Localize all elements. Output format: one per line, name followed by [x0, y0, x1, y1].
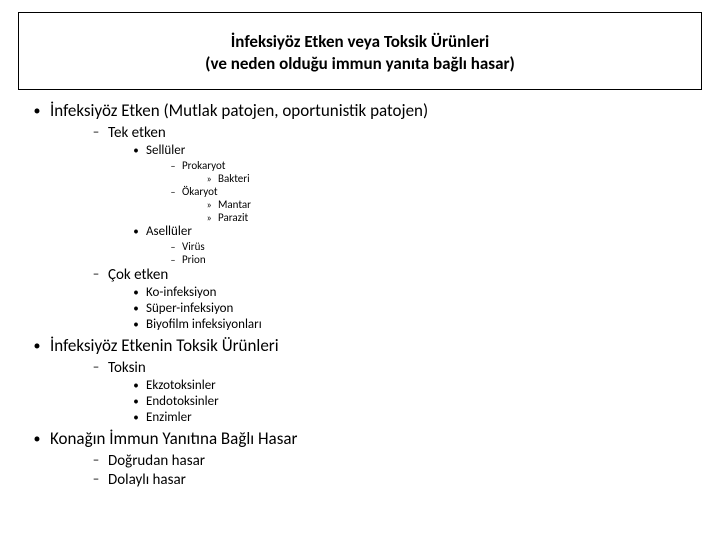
parazit-label: Parazit — [218, 211, 248, 224]
section-2-sub1: – Toksin — [84, 359, 720, 377]
biyofilm-label: Biyofilm infeksiyonları — [146, 317, 262, 333]
aselluler-items: – Virüs – Prion — [164, 240, 720, 266]
bullet-lvl0: • — [24, 335, 50, 357]
section-3: • Konağın İmmun Yanıtına Bağlı Hasar — [24, 428, 720, 450]
selluler-label: Sellüler — [146, 143, 185, 159]
bullet-lvl1: – — [84, 124, 108, 142]
tek-etken-label: Tek etken — [108, 124, 166, 142]
bullet-lvl3: – — [164, 185, 182, 198]
bullet-lvl0: • — [24, 428, 50, 450]
bullet-lvl4: » — [200, 172, 218, 185]
dolayli-hasar-label: Dolaylı hasar — [108, 471, 186, 489]
enzimler-label: Enzimler — [146, 410, 192, 426]
section-2-heading: İnfeksiyöz Etkenin Toksik Ürünleri — [50, 335, 279, 357]
toksin-items: • Ekzotoksinler • Endotoksinler • Enziml… — [126, 378, 720, 426]
section-2: • İnfeksiyöz Etkenin Toksik Ürünleri — [24, 335, 720, 357]
cok-etken-items: • Ko-infeksiyon • Süper-infeksiyon • Biy… — [126, 285, 720, 333]
bullet-lvl2: • — [126, 317, 146, 333]
bullet-lvl1: – — [84, 471, 108, 489]
aselluler-label: Asellüler — [146, 224, 192, 240]
bullet-lvl3: – — [164, 253, 182, 266]
selluler-group: • Sellüler — [126, 143, 720, 159]
section-1-heading: İnfeksiyöz Etken (Mutlak patojen, oportu… — [50, 100, 428, 122]
bullet-lvl4: » — [200, 211, 218, 224]
bullet-lvl2: • — [126, 301, 146, 317]
bullet-lvl2: • — [126, 285, 146, 301]
title-box: İnfeksiyöz Etken veya Toksik Ürünleri (v… — [18, 12, 702, 90]
toksin-label: Toksin — [108, 359, 146, 377]
bullet-lvl2: • — [126, 224, 146, 240]
endotoksinler-label: Endotoksinler — [146, 394, 219, 410]
prokaryot-group: – Prokaryot — [164, 159, 720, 172]
okaryot-items: » Mantar » Parazit — [200, 198, 720, 224]
bakteri-label: Bakteri — [218, 172, 250, 185]
title-line-2: (ve neden olduğu immun yanıta bağlı hasa… — [29, 53, 691, 75]
aselluler-group: • Asellüler — [126, 224, 720, 240]
prokaryot-items: » Bakteri — [200, 172, 720, 185]
bullet-lvl1: – — [84, 266, 108, 284]
bullet-lvl2: • — [126, 378, 146, 394]
mantar-label: Mantar — [218, 198, 251, 211]
bullet-lvl4: » — [200, 198, 218, 211]
section-3-items: – Doğrudan hasar – Dolaylı hasar — [84, 452, 720, 489]
title-line-1: İnfeksiyöz Etken veya Toksik Ürünleri — [29, 31, 691, 53]
section-1-sub1: – Tek etken — [84, 124, 720, 142]
ko-infeksiyon-label: Ko-infeksiyon — [146, 285, 216, 301]
okaryot-group: – Ökaryot — [164, 185, 720, 198]
prion-label: Prion — [182, 253, 206, 266]
dogrudan-hasar-label: Doğrudan hasar — [108, 452, 205, 470]
prokaryot-label: Prokaryot — [182, 159, 225, 172]
bullet-lvl2: • — [126, 143, 146, 159]
bullet-lvl3: – — [164, 240, 182, 253]
okaryot-label: Ökaryot — [182, 185, 218, 198]
virus-label: Virüs — [182, 240, 205, 253]
section-1-sub2: – Çok etken — [84, 266, 720, 284]
bullet-lvl1: – — [84, 359, 108, 377]
bullet-lvl0: • — [24, 100, 50, 122]
outline-body: • İnfeksiyöz Etken (Mutlak patojen, opor… — [24, 100, 720, 489]
bullet-lvl3: – — [164, 159, 182, 172]
ekzotoksinler-label: Ekzotoksinler — [146, 378, 216, 394]
section-3-heading: Konağın İmmun Yanıtına Bağlı Hasar — [50, 428, 297, 450]
bullet-lvl1: – — [84, 452, 108, 470]
bullet-lvl2: • — [126, 394, 146, 410]
cok-etken-label: Çok etken — [108, 266, 168, 284]
bullet-lvl2: • — [126, 410, 146, 426]
section-1: • İnfeksiyöz Etken (Mutlak patojen, opor… — [24, 100, 720, 122]
super-infeksiyon-label: Süper-infeksiyon — [146, 301, 233, 317]
